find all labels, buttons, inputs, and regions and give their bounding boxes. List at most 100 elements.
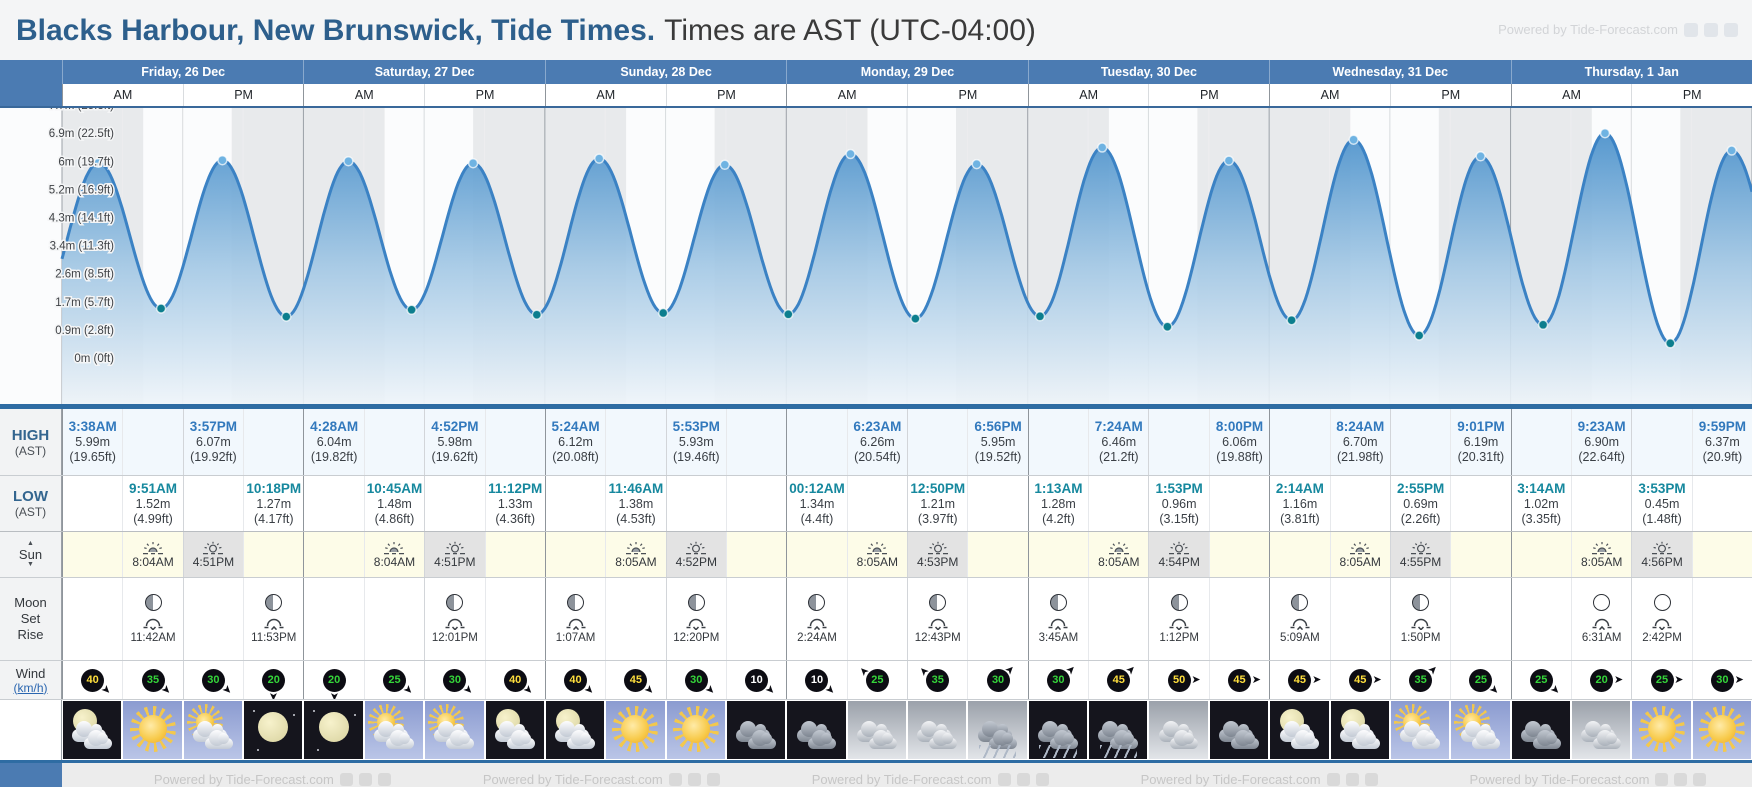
wind-badge: 50 ➤ [1167,668,1201,692]
wind-badge: 30 ➤ [201,668,234,697]
sunrise-icon [625,541,646,554]
sun-row: ▲ Sun ▼ 8:04AM 4:51PM 8:04AM 4:51PM 8:05AM 4:… [0,531,1752,577]
y-axis-label: 0.9m (2.8ft) [55,325,114,337]
wind-speed: 35 [1414,674,1427,686]
powered-by-top[interactable]: Powered by Tide-Forecast.com [1498,22,1738,37]
wind-badge: 25 ➤ [1469,668,1502,697]
wind-speed-circle: 25 [1529,668,1553,692]
cloud-icon [1049,730,1078,750]
watermark-icon [668,772,682,786]
cloud-icon [84,730,112,750]
wind-cell: 25 ➤ [1510,661,1571,699]
wind-speed-circle: 25 [1469,668,1493,692]
ampm-label: AM [303,84,424,106]
tide-time: 12:50PM [910,480,966,496]
wind-cell: 10 ➤ [725,661,786,699]
wind-cell: 30 ➤ [967,661,1027,699]
wind-badge: 45 ➤ [1228,668,1261,692]
powered-by-text[interactable]: Powered by Tide-Forecast.com [1498,22,1678,37]
sunset-cell: 4:51PM [182,532,244,577]
tide-height-ft: (19.46ft) [672,450,720,464]
moon-cell: 11:42AM [122,578,182,660]
wind-speed: 30 [1052,674,1065,686]
sunset-time: 4:51PM [434,554,476,569]
tide-time: 9:51AM [129,480,178,496]
ampm-label: PM [182,84,304,106]
rain-icon [1099,745,1137,758]
wind-badge: 10 ➤ [805,668,838,697]
watermark-icon [1655,772,1669,786]
moonset-icon [1652,618,1672,630]
row-label-weather [0,700,62,760]
sun-empty-cell [786,532,846,577]
tide-chart: 0m (0ft) 0.9m (2.8ft) 1.7m (5.7ft) 2.6m (8.… [0,108,1752,409]
tide-height-m: 1.38m [618,496,654,511]
tide-time: 6:56PM [974,419,1022,434]
low-tide-dot [1665,338,1676,349]
wind-direction-arrow: ➤ [1674,673,1684,686]
tide-time: 1:53PM [1155,480,1203,496]
sunset-icon [686,541,707,554]
low-tide-cell [1088,476,1148,531]
moonset-icon [1411,618,1431,630]
low-tide-cell [303,476,363,531]
tide-height-ft: (19.62ft) [431,450,479,464]
wind-cell: 50 ➤ [1148,661,1208,699]
row-label-low: LOW (AST) [0,476,62,531]
wind-cell: 30 ➤ [1027,661,1088,699]
moonrise-icon [807,618,827,630]
tide-time: 4:52PM [431,419,479,434]
moon-phase-icon [1593,593,1611,611]
sunrise-icon [143,541,164,554]
sun-icon [612,705,659,752]
y-axis-label: 1.7m (5.7ft) [55,297,114,309]
cloud-icon [1230,730,1259,750]
watermark-icon[interactable] [1724,22,1738,37]
y-axis-label: 3.4m (11.3ft) [50,241,115,253]
moon-cell [1329,578,1390,660]
wind-speed-circle: 45 [1348,668,1372,692]
weather-cell-cloudy-night [1511,701,1570,759]
row-label-sun: ▲ Sun ▼ [0,532,62,577]
sunrise-time: 8:05AM [1580,554,1623,569]
wind-direction-arrow: ➤ [1251,673,1261,686]
wind-speed-circle: 25 [382,668,406,692]
wind-cell: 25 ➤ [363,661,424,699]
moon-set-time: 2:42PM [1642,631,1682,644]
high-tide-row: HIGH (AST) 3:38AM 5.99m (19.65ft) 3:57PM 6.0… [0,409,1752,475]
wind-speed: 40 [86,674,99,686]
sun-empty-cell [484,532,545,577]
wind-speed: 35 [931,674,944,686]
sun-empty-cell [544,532,605,577]
wind-badge: 35 ➤ [917,663,950,692]
wind-cell: 20 ➤ [243,661,303,701]
tide-height-m: 0.45m [1644,496,1680,511]
ampm-label: PM [1148,84,1269,106]
tide-height-ft: (22.64ft) [1578,450,1625,464]
ampm-header-row: AM PM AM PM AM PM AM PM AM PM AM PM AM PM [0,84,1752,108]
wind-cell: 45 ➤ [1208,661,1269,699]
weather-row [0,699,1752,760]
moon-label: Moon [14,595,47,610]
wind-speed-circle: 25 [1650,668,1674,692]
low-tide-dot [406,304,417,316]
sunrise-icon [1108,541,1129,554]
low-tide-dot [1034,311,1046,322]
tide-time: 3:53PM [1638,480,1686,496]
wind-unit-link[interactable]: (km/h) [13,680,48,695]
wind-badge: 30 ➤ [1046,662,1078,692]
tide-height-m: 5.99m [75,435,111,449]
wind-speed-circle: 45 [1228,668,1251,692]
tide-time: 6:23AM [853,419,902,434]
footer-corner [0,763,62,787]
wind-badge: 35 ➤ [141,668,174,697]
weather-cell-sunny [606,701,665,759]
wind-speed-circle: 30 [684,668,708,692]
wind-badge: 25 ➤ [382,668,415,697]
watermark-icon[interactable] [1704,22,1718,37]
moon-cell: 11:53PM [243,578,303,660]
wind-badge: 45 ➤ [1288,668,1321,692]
watermark-icon[interactable] [1684,22,1698,37]
high-tide-cell: 8:24AM 6.70m (21.98ft) [1329,409,1390,475]
watermark-text: Powered by Tide-Forecast.com [1469,771,1650,787]
